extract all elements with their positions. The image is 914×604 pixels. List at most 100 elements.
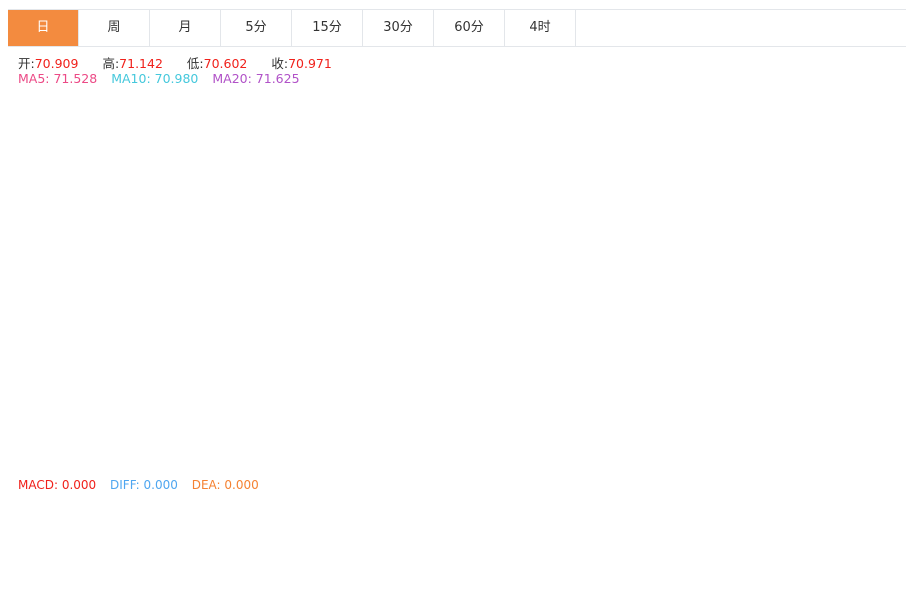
macd-bar-positive [653,540,663,545]
macd-bar-negative [54,544,64,574]
y-tick-label: 84.544 [843,66,885,80]
close-value: 70.971 [288,56,332,71]
candle-up [665,291,675,311]
macd-bar-negative [150,544,160,585]
tab-1[interactable]: 周 [79,10,150,46]
macd-bar-negative [186,544,196,574]
macd-bar-positive [713,544,723,546]
candle-down [54,315,64,379]
macd-bar-positive [510,541,520,545]
candle-down [450,237,460,317]
candle-up [725,307,735,344]
macd-bar-positive [785,544,795,546]
macd-bar-positive [498,541,508,545]
y-tick-label: 79.720 [843,156,885,170]
macd-bar-positive [414,530,424,545]
open-label: 开: [18,56,35,71]
candle-down [701,351,711,392]
plot-frame [7,44,837,604]
candle-up [186,263,196,291]
candle-up [582,294,592,335]
macd-y-tick-label: -1.153 [843,556,882,570]
macd-legend: MACD: 0.000 DIFF: 0.000 DEA: 0.000 [18,478,269,492]
diff-legend-value: DIFF: 0.000 [110,478,178,492]
macd-bar-positive [258,534,268,545]
y-tick-label: 63.641 [843,456,885,470]
macd-bar-positive [7,523,16,545]
candle-down [773,299,783,328]
macd-bar-negative [174,544,184,582]
tab-5[interactable]: 30分 [363,10,434,46]
macd-bar-positive [737,541,747,545]
candle-up [641,265,651,277]
macd-bar-negative [66,544,76,580]
diff-line [11,500,791,584]
candle-down [210,132,220,152]
macd-bar-positive [773,542,783,545]
candle-down [318,112,328,141]
candle-down [354,176,364,213]
high-label: 高: [102,56,120,71]
macd-bar-negative [570,544,580,546]
macd-bar-negative [534,544,544,550]
last-price-label: 70.971 [842,320,888,335]
ma5-line [11,117,791,381]
y-tick-label: 82.936 [843,96,885,110]
macd-legend-value: MACD: 0.000 [18,478,97,492]
macd-bar-positive [330,521,340,545]
y-tick-label: 65.249 [843,426,885,440]
tab-2[interactable]: 月 [150,10,221,46]
macd-bar-positive [725,541,735,545]
tab-0[interactable]: 日 [8,10,79,46]
macd-bar-positive [270,526,280,545]
macd-bar-positive [617,537,627,545]
macd-bar-negative [474,544,484,552]
y-tick-label: 70.073 [843,336,885,350]
candle-down [294,99,304,114]
low-label: 低: [186,56,204,71]
candle-up [629,274,639,308]
macd-bar-positive [30,543,40,545]
y-tick-label: 78.112 [843,186,885,200]
candle-down [390,182,400,213]
macd-bar-positive [749,541,759,545]
candle-up [486,321,496,369]
candle-up [498,291,508,321]
macd-bar-negative [546,544,556,551]
candle-down [462,315,472,380]
tab-7[interactable]: 4时 [505,10,576,46]
macd-bar-negative [210,544,220,550]
candle-down [438,221,448,239]
candle-up [426,220,436,255]
macd-bar-negative [450,544,460,553]
tab-3[interactable]: 5分 [221,10,292,46]
macd-y-tick-label: -3.003 [843,586,882,600]
candle-up [474,371,484,380]
macd-bar-negative [234,544,244,546]
ma-legend: MA5: 71.528 MA10: 70.980 MA20: 71.625 [18,71,310,86]
candle-down [126,347,136,356]
macd-bar-positive [486,540,496,545]
macd-bar-positive [306,518,316,545]
ma20-line [11,171,791,334]
y-tick-label: 66.857 [843,396,885,410]
macd-bar-negative [42,544,52,561]
macd-bar-negative [126,544,136,592]
y-tick-label: 76.504 [843,216,885,230]
macd-y-tick-label: 0.697 [843,526,877,540]
candle-up [66,377,76,379]
macd-bar-negative [222,544,232,547]
period-tabs: 日周月 5分 15分 30分 60分 4时 [8,9,906,47]
tab-4[interactable]: 15分 [292,10,363,46]
macd-bar-negative [90,544,100,587]
dea-legend-value: DEA: 0.000 [191,478,259,492]
ma10-line [11,132,791,358]
candle-down [330,140,340,143]
macd-bar-positive [761,541,771,545]
tab-6[interactable]: 60分 [434,10,505,46]
macd-bar-positive [378,522,388,545]
macd-bar-negative [689,544,699,553]
candle-down [342,140,352,180]
candle-down [749,307,759,319]
